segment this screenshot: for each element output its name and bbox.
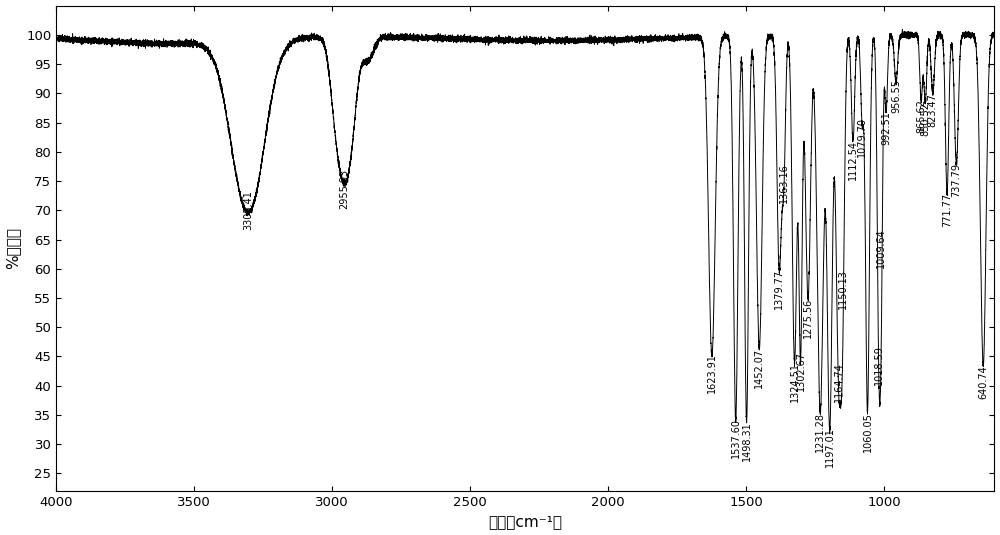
Text: 1537.60: 1537.60: [731, 418, 741, 458]
Text: 1060.05: 1060.05: [862, 412, 872, 452]
Text: 1275.56: 1275.56: [803, 298, 813, 338]
Text: 956.55: 956.55: [891, 79, 901, 113]
Text: 1623.91: 1623.91: [707, 354, 717, 393]
Text: 1452.07: 1452.07: [754, 348, 764, 388]
Text: 1498.31: 1498.31: [742, 421, 752, 461]
Text: 2955.93: 2955.93: [339, 170, 349, 210]
Text: 1164.74: 1164.74: [834, 362, 844, 402]
Text: 1363.16: 1363.16: [779, 164, 789, 203]
Text: 640.74: 640.74: [978, 365, 988, 399]
Text: 865.62: 865.62: [916, 99, 926, 133]
Text: 1150.13: 1150.13: [838, 269, 848, 309]
Y-axis label: %透过率: %透过率: [6, 227, 21, 269]
Text: 1379.77: 1379.77: [774, 269, 784, 309]
Text: 1197.01: 1197.01: [825, 427, 835, 467]
Text: 1112.54: 1112.54: [848, 140, 858, 180]
Text: 992.51: 992.51: [881, 111, 891, 144]
Text: 1018.59: 1018.59: [874, 345, 884, 385]
Text: 850.52: 850.52: [920, 102, 930, 136]
X-axis label: 波数（cm⁻¹）: 波数（cm⁻¹）: [488, 515, 562, 530]
Text: 1324.51: 1324.51: [790, 362, 800, 402]
Text: 823.47: 823.47: [928, 93, 938, 127]
Text: 771.77: 771.77: [942, 193, 952, 227]
Text: 1009.64: 1009.64: [876, 228, 886, 268]
Text: 1302.67: 1302.67: [796, 350, 806, 391]
Text: 3305.41: 3305.41: [243, 190, 253, 230]
Text: 737.79: 737.79: [951, 164, 961, 197]
Text: 1231.28: 1231.28: [815, 412, 825, 452]
Text: 1079.70: 1079.70: [857, 117, 867, 157]
